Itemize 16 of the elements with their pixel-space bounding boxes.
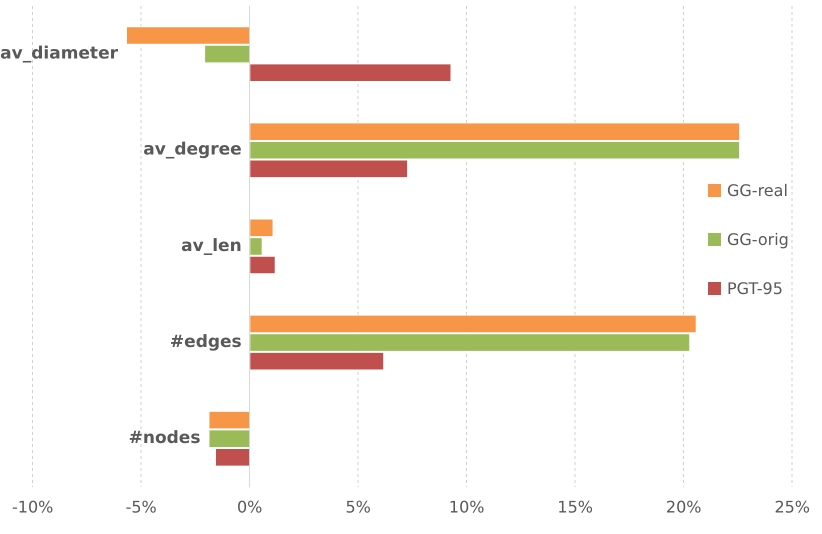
y-tick-label: av_diameter xyxy=(0,44,119,64)
x-tick-label: 15% xyxy=(557,498,593,517)
x-tick-label: -10% xyxy=(12,498,54,517)
y-tick-label: #edges xyxy=(170,332,242,352)
x-tick-label: -5% xyxy=(126,498,157,517)
x-tick-label: 25% xyxy=(774,498,810,517)
y-tick-label: av_len xyxy=(181,236,242,256)
y-tick-label: #nodes xyxy=(128,428,200,448)
x-tick-label: 20% xyxy=(666,498,702,517)
x-tick-label: 5% xyxy=(345,498,371,517)
legend-label: GG-real xyxy=(727,181,788,200)
x-tick-label: 0% xyxy=(236,498,262,517)
legend-label: PGT-95 xyxy=(727,279,783,298)
legend-label: GG-orig xyxy=(727,230,789,249)
y-tick-label: av_degree xyxy=(143,140,242,160)
x-tick-label: 10% xyxy=(448,498,484,517)
